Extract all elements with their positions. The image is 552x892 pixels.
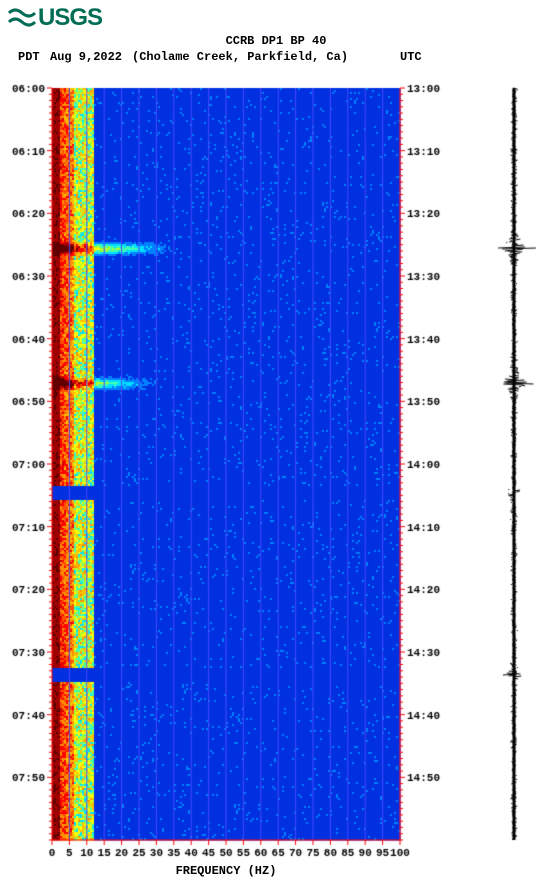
tz-right: UTC	[400, 50, 422, 64]
tz-left: PDT	[18, 50, 40, 64]
chart-title: CCRB DP1 BP 40	[0, 34, 552, 48]
date: Aug 9,2022	[50, 50, 122, 64]
x-axis-label: FREQUENCY (HZ)	[0, 864, 452, 878]
spectrogram-chart	[0, 80, 552, 870]
usgs-logo-text: USGS	[38, 4, 102, 32]
usgs-logo: USGS	[8, 4, 102, 32]
location: (Cholame Creek, Parkfield, Ca)	[132, 50, 348, 64]
